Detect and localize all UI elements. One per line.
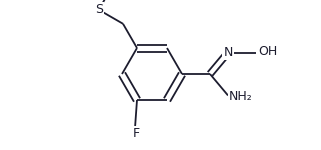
Text: OH: OH xyxy=(258,45,278,58)
Text: N: N xyxy=(223,46,233,59)
Text: F: F xyxy=(133,128,140,141)
Text: NH₂: NH₂ xyxy=(229,90,253,103)
Text: S: S xyxy=(95,3,103,16)
